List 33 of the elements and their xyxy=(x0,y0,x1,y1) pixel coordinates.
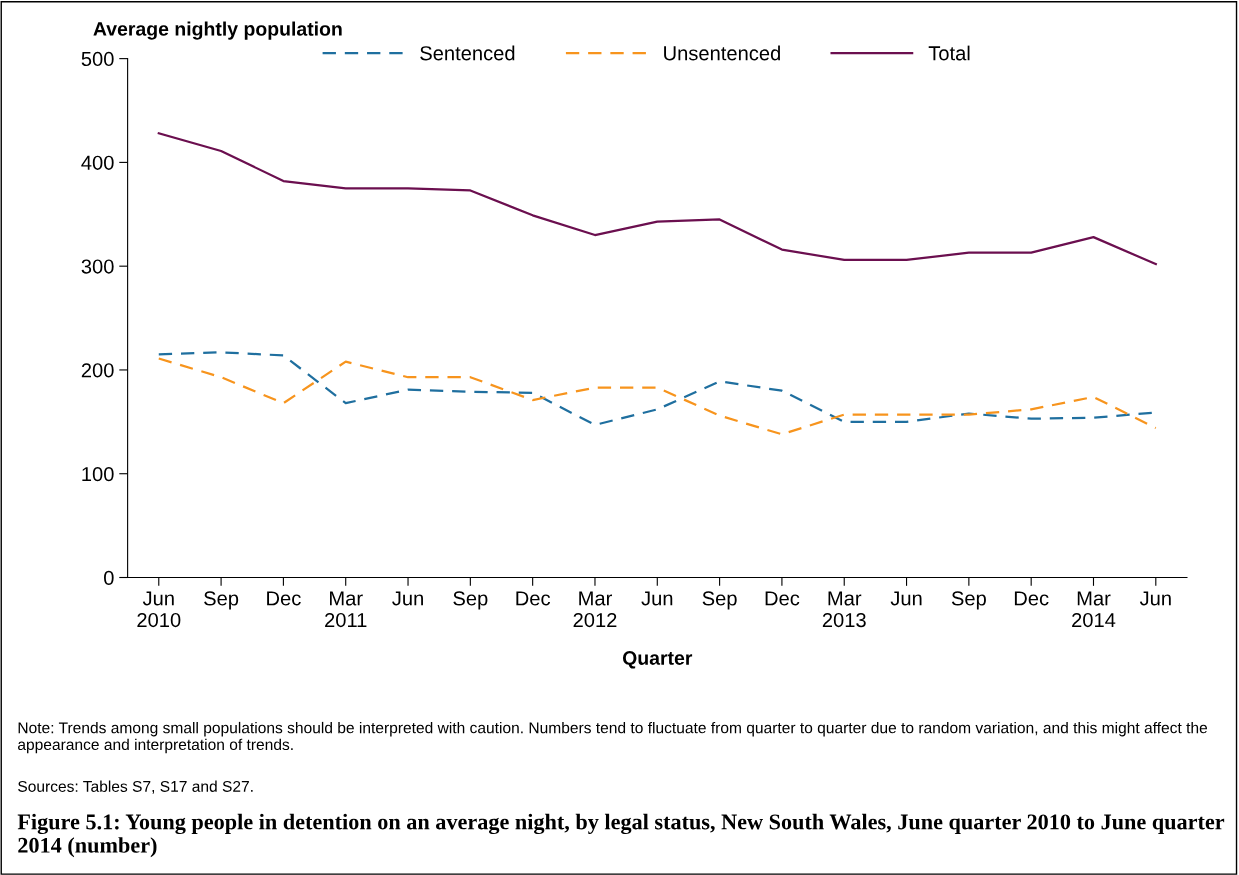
x-tick-label: Sep xyxy=(702,591,737,610)
x-tick-label: Dec xyxy=(1014,591,1049,606)
legend-label: Total xyxy=(928,45,970,61)
y-tick-label: 500 xyxy=(81,51,114,67)
legend-label: Sentenced xyxy=(420,45,515,61)
x-axis-title: Quarter xyxy=(622,651,693,669)
y-tick-label: 100 xyxy=(82,466,114,482)
x-tick-label: Jun xyxy=(890,591,922,606)
x-tick-label: Mar 2012 xyxy=(573,591,617,628)
x-tick-label: Mar 2013 xyxy=(822,591,866,628)
y-tick-label: 200 xyxy=(81,363,114,378)
x-tick-label: Sep xyxy=(204,591,239,610)
line-series xyxy=(157,132,1157,266)
x-tick-label: Jun xyxy=(392,591,423,606)
y-tick-label: 400 xyxy=(81,155,114,170)
text: Note: Trends among small populations should be interpreted with caution. Numbers tend to fluctuate from quarter to quarter due to random variation, and this might affect the appearance and interpretation of trends. xyxy=(18,721,1208,754)
x-tick-label: Jun xyxy=(1139,591,1171,606)
y-axis-title: Average nightly population xyxy=(93,21,342,40)
x-tick-label: Mar 2011 xyxy=(325,591,367,628)
y-tick-label: 300 xyxy=(81,259,114,274)
x-tick-label: Sep xyxy=(453,591,488,610)
x-tick-label: Jun xyxy=(641,591,673,606)
y-tick-label: 0 xyxy=(104,570,114,585)
x-tick-label: Mar 2014 xyxy=(1072,591,1116,628)
x-tick-label: Jun 2010 xyxy=(137,591,181,628)
source-note: Sources: Tables S7, S17 and S27. xyxy=(18,780,253,794)
x-tick-label: Dec xyxy=(765,591,800,606)
text: Figure 5.1: Young people in detention on an average night, by legal status, New South Wales, June quarter 2010 to June quarter 2014 (number) xyxy=(17,813,1225,858)
legend-label: Unsentenced xyxy=(664,45,780,61)
line-series xyxy=(157,357,1157,436)
x-tick-label: Dec xyxy=(516,591,551,606)
x-tick-label: Dec xyxy=(267,591,301,606)
x-tick-label: Sep xyxy=(951,591,986,610)
